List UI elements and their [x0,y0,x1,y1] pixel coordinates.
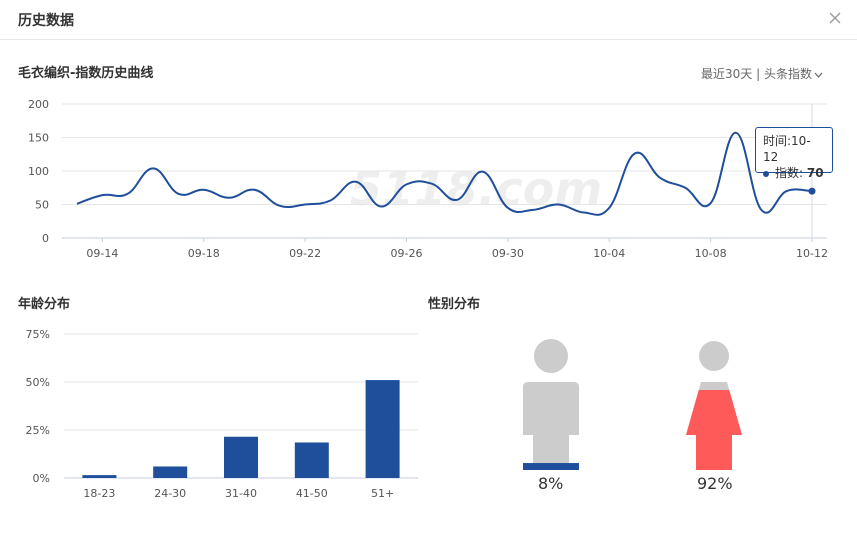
dialog-header: 历史数据 [0,0,857,40]
age-chart-title: 年龄分布 [18,297,71,312]
gender-chart [523,339,742,470]
female-fill [686,389,742,470]
bar[interactable] [224,436,258,478]
dialog-title: 历史数据 [18,13,74,29]
bar[interactable] [82,475,117,478]
female-percentage: 92% [697,474,733,493]
male-fill [523,463,579,470]
x-tick-label: 10-12 [796,247,828,260]
x-tick-label: 10-04 [593,247,625,260]
line-chart-title: 毛衣编织-指数历史曲线 [18,66,154,81]
bar-chart: 0% 25% 50% 75% 18-23 24-30 31-40 41-50 51+ [26,328,418,500]
tooltip-index-value: 70 [806,166,824,180]
y-tick-label: 25% [26,424,50,437]
male-percentage: 8% [538,474,564,493]
gender-chart-title: 性别分布 [428,297,481,312]
x-tick-label: 09-30 [492,247,524,260]
y-tick-label: 50 [35,199,49,212]
bar[interactable] [365,380,400,478]
watermark: 5118.com [350,162,602,216]
x-tick-label: 31-40 [225,487,257,500]
range-select-label: 最近30天 | 头条指数 [701,67,812,81]
female-icon [686,341,742,470]
x-tick-label: 10-08 [695,247,727,260]
tooltip-dot [763,170,769,177]
y-tick-label: 0 [42,232,49,245]
y-tick-label: 75% [26,328,50,341]
x-tick-label: 24-30 [154,487,186,500]
x-tick-label: 09-18 [188,247,220,260]
y-tick-label: 50% [26,376,50,389]
chevron-down-icon [814,72,823,78]
bar[interactable] [294,442,329,478]
x-tick-label: 09-22 [289,247,321,260]
x-tick-label: 41-50 [296,487,328,500]
x-tick-label: 09-26 [390,247,422,260]
line-chart: 5118.com 0 50 100 150 200 09-14 09-18 09-22 09-… [28,98,828,260]
y-tick-label: 100 [28,165,49,178]
tooltip-index-label: 指数: [775,166,804,180]
tooltip-time-value: 10-12 [763,134,811,164]
x-tick-label: 18-23 [83,487,115,500]
close-icon[interactable] [827,10,843,26]
tooltip: 时间:10-12 指数: 70 [755,127,833,180]
x-tick-label: 09-14 [86,247,118,260]
y-tick-label: 150 [28,132,49,145]
x-tick-label: 51+ [371,487,394,500]
range-select[interactable]: 最近30天 | 头条指数 [701,65,823,82]
data-point[interactable] [808,187,816,195]
tooltip-time-label: 时间: [763,134,792,148]
y-tick-label: 200 [28,98,49,111]
male-icon [523,339,579,470]
bar[interactable] [153,466,188,478]
y-tick-label: 0% [33,472,50,485]
series-line [76,131,813,216]
